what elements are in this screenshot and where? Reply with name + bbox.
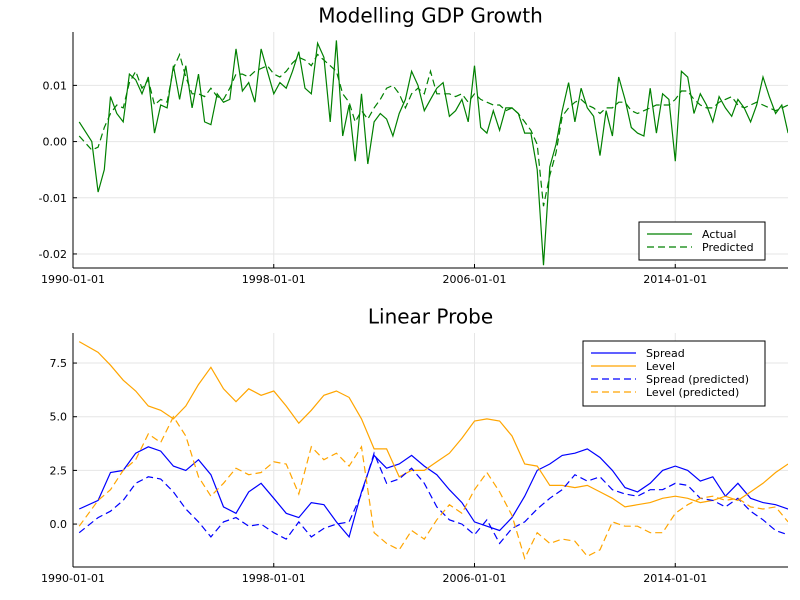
y-tick-label: 0.0 bbox=[50, 518, 68, 531]
legend-label: Spread bbox=[646, 347, 685, 360]
chart-panel-1: Modelling GDP Growth 1990-01-01 1998-01-01… bbox=[39, 4, 788, 286]
legend-label: Spread (predicted) bbox=[646, 373, 749, 386]
y-tick-label: -0.01 bbox=[39, 192, 67, 205]
y-tick-label: -0.02 bbox=[39, 248, 67, 261]
series-line-level bbox=[78, 341, 788, 508]
x-tick-label: 1990-01-01 bbox=[41, 273, 105, 286]
series-line-spread-predicted bbox=[78, 451, 788, 545]
y-tick-label: 0.00 bbox=[43, 136, 68, 149]
series-line-predicted bbox=[78, 52, 788, 207]
legend-label: Predicted bbox=[702, 241, 754, 254]
legend-label: Level bbox=[646, 360, 675, 373]
chart-panel-2: Linear Probe 1990-01-01 1998-01-01 2006-01-… bbox=[41, 305, 788, 585]
chart-title: Linear Probe bbox=[368, 305, 493, 329]
legend-box bbox=[638, 221, 766, 261]
x-tick-label: 2014-01-01 bbox=[643, 273, 707, 286]
x-tick-label: 1990-01-01 bbox=[41, 572, 105, 585]
chart-title: Modelling GDP Growth bbox=[318, 4, 543, 28]
x-tick-label: 1998-01-01 bbox=[242, 572, 306, 585]
x-tick-label: 2006-01-01 bbox=[443, 572, 507, 585]
y-tick-label: 2.5 bbox=[50, 464, 68, 477]
legend-label: Level (predicted) bbox=[646, 386, 739, 399]
y-tick-label: 5.0 bbox=[50, 411, 68, 424]
series-line-level-predicted bbox=[78, 415, 788, 561]
legend-label: Actual bbox=[702, 228, 736, 241]
series-line-actual bbox=[78, 40, 788, 266]
x-tick-label: 1998-01-01 bbox=[242, 273, 306, 286]
y-tick-label: 7.5 bbox=[50, 357, 68, 370]
x-tick-label: 2014-01-01 bbox=[643, 572, 707, 585]
legend-box bbox=[582, 340, 766, 407]
y-tick-label: 0.01 bbox=[43, 79, 68, 92]
x-tick-label: 2006-01-01 bbox=[443, 273, 507, 286]
series-line-spread bbox=[78, 446, 788, 539]
